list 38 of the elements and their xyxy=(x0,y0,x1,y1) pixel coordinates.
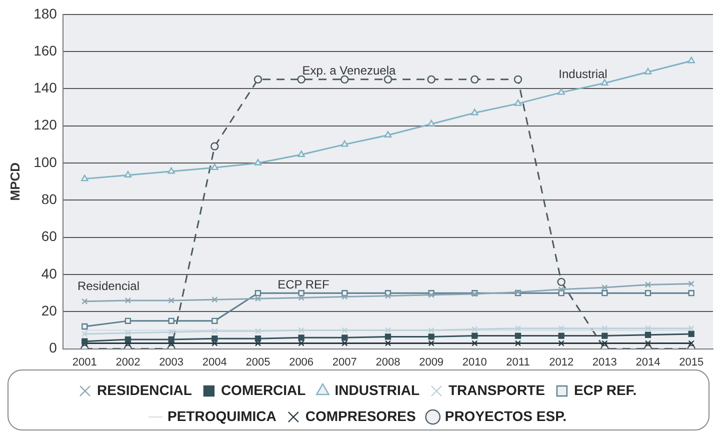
legend-label: ECP REF. xyxy=(574,382,637,398)
x-tick-label: 2004 xyxy=(202,356,227,368)
y-tick-label: 60 xyxy=(41,228,58,244)
legend-label: RESIDENCIAL xyxy=(97,382,192,398)
annotation: Residencial xyxy=(77,279,140,294)
legend-label: INDUSTRIAL xyxy=(334,382,420,398)
legend-label: TRANSPORTE xyxy=(448,382,545,398)
y-tick-label: 80 xyxy=(41,191,58,208)
y-tick-label: 20 xyxy=(41,302,58,319)
y-axis-title: MPCD xyxy=(7,162,22,201)
x-tick-label: 2003 xyxy=(159,356,184,368)
y-tick-label: 140 xyxy=(34,80,58,96)
x-tick-label: 2010 xyxy=(462,356,487,368)
x-tick-label: 2011 xyxy=(506,356,530,368)
x-tick-label: 2009 xyxy=(419,356,444,368)
y-tick-label: 120 xyxy=(34,116,58,133)
legend-label: PETROQUIMICA xyxy=(168,408,276,424)
annotation: Exp. a Venezuela xyxy=(302,64,396,78)
x-tick-label: 2015 xyxy=(679,356,704,368)
y-tick-label: 180 xyxy=(34,5,58,22)
x-tick-label: 2006 xyxy=(289,356,314,368)
x-tick-label: 2012 xyxy=(549,356,574,368)
x-tick-label: 2008 xyxy=(376,356,400,368)
y-tick-label: 0 xyxy=(49,340,58,356)
x-tick-label: 2007 xyxy=(332,356,357,368)
annotation: ECP REF xyxy=(278,278,330,292)
legend-label: PROYECTOS ESP. xyxy=(444,408,566,424)
x-tick-label: 2013 xyxy=(592,356,617,368)
annotation: Industrial xyxy=(558,66,608,81)
y-tick-label: 40 xyxy=(41,265,58,282)
y-tick-label: 100 xyxy=(34,154,58,170)
x-tick-label: 2014 xyxy=(636,356,660,368)
legend-label: COMERCIAL xyxy=(220,382,306,398)
x-tick-label: 2001 xyxy=(72,356,97,368)
y-tick-label: 160 xyxy=(34,42,58,58)
x-tick-label: 2002 xyxy=(116,356,140,368)
x-tick-label: 2005 xyxy=(246,356,270,368)
legend-label: COMPRESORES xyxy=(305,408,416,424)
